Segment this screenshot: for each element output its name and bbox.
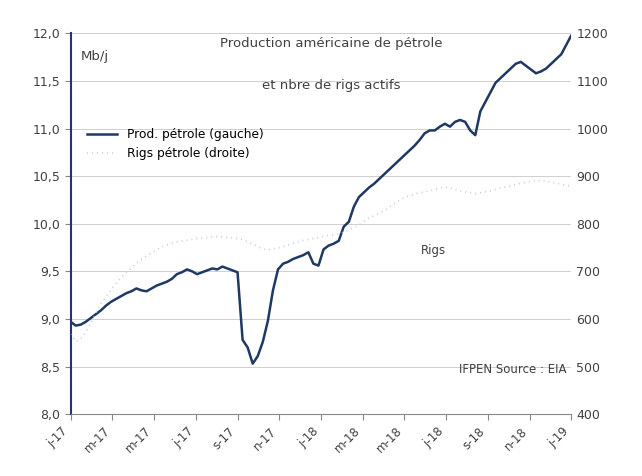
Text: Production américaine de pétrole: Production américaine de pétrole	[220, 37, 442, 50]
Legend: Prod. pétrole (gauche), Rigs pétrole (droite): Prod. pétrole (gauche), Rigs pétrole (dr…	[82, 123, 268, 165]
Text: et nbre de rigs actifs: et nbre de rigs actifs	[262, 79, 400, 92]
Text: Rigs: Rigs	[421, 244, 446, 257]
Text: IFPEN Source : EIA: IFPEN Source : EIA	[459, 363, 566, 376]
Text: Mb/j: Mb/j	[81, 50, 108, 63]
